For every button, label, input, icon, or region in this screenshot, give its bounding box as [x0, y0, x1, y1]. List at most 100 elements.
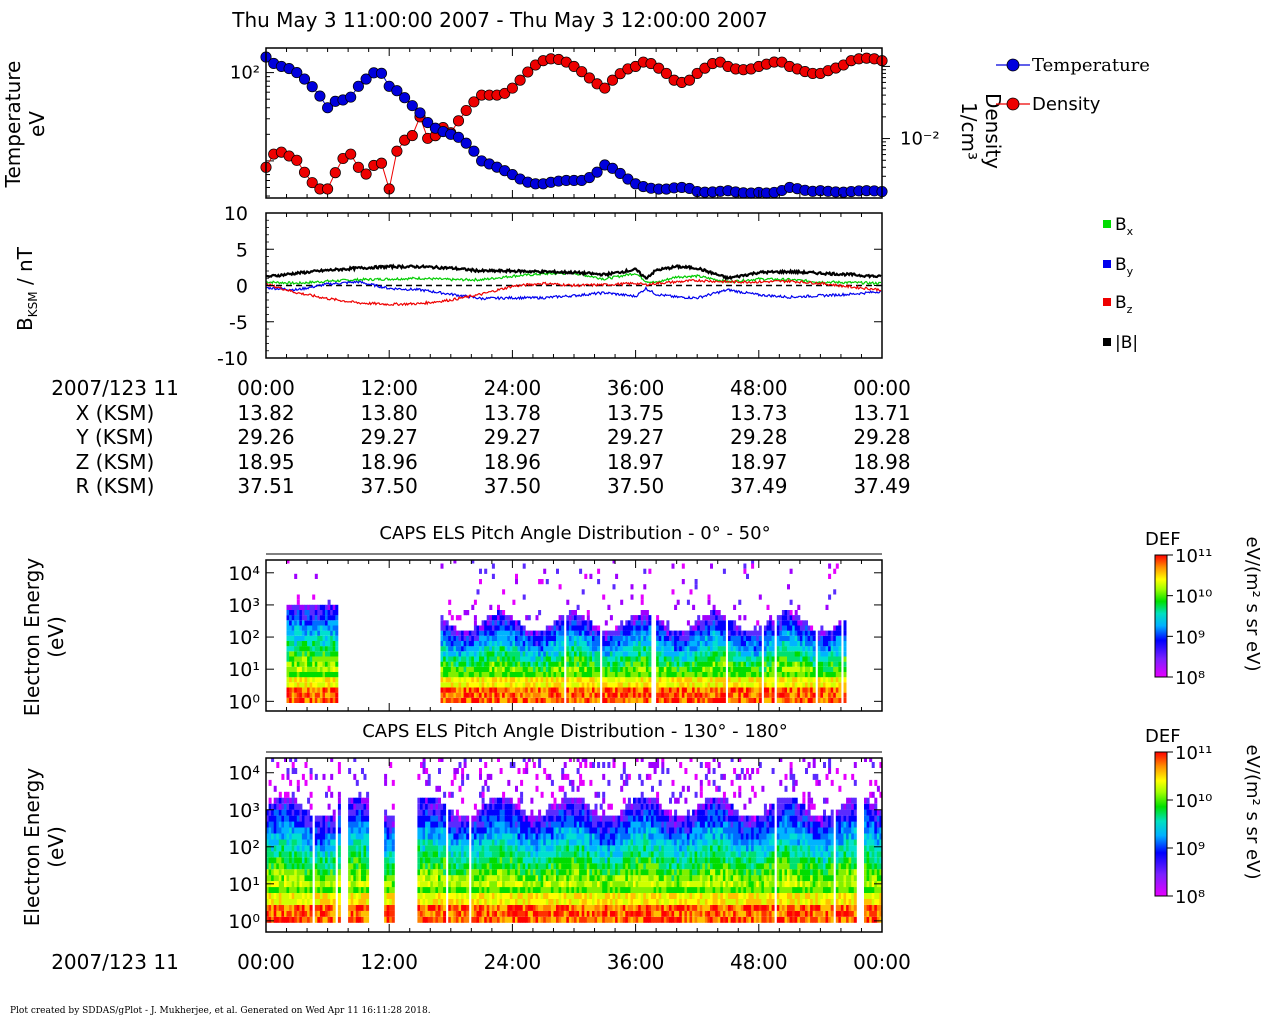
spectrogram-cell	[520, 666, 524, 672]
spectrogram-cell	[617, 646, 621, 652]
spectrogram-cell	[830, 641, 834, 647]
spectrogram-cell	[479, 904, 482, 911]
spectrogram-cell	[838, 641, 842, 647]
spectrogram-cell	[787, 697, 790, 703]
spectrogram-cell	[520, 646, 524, 652]
spectrogram-cell	[502, 875, 506, 882]
spectrogram-cell	[558, 641, 562, 647]
spectrogram-cell	[666, 635, 670, 641]
spectrogram-cell	[530, 672, 534, 678]
spectrogram-cell	[538, 646, 542, 652]
spectrogram-cell	[645, 656, 649, 662]
spectrogram-cell	[463, 875, 467, 882]
spectrogram-cell	[484, 630, 488, 636]
spectrogram-cell	[527, 630, 531, 636]
spectrogram-cell	[301, 815, 305, 822]
density-point	[683, 74, 696, 86]
spectrogram-cell	[728, 692, 731, 698]
spectrogram-cell	[317, 881, 321, 888]
spectrogram-cell	[432, 815, 436, 822]
spectrogram-cell	[286, 803, 290, 810]
spectrogram-cell	[838, 620, 842, 626]
spectrogram-cell	[289, 851, 293, 858]
spectrogram-cell	[535, 692, 539, 698]
spectrogram-cell	[304, 625, 308, 631]
spectrogram-cell	[476, 677, 480, 683]
spectrogram-cell	[499, 916, 503, 923]
spectrogram-cell	[509, 682, 513, 688]
spectrogram-cell	[440, 910, 444, 917]
spectrogram-cell	[807, 646, 811, 652]
spectrogram-cell	[463, 687, 467, 693]
spectrogram-cell	[704, 641, 708, 647]
spectrogram-cell	[276, 904, 280, 911]
spectrogram-cell	[471, 666, 475, 672]
spectrogram-cell	[327, 875, 331, 882]
spectrogram-cell	[296, 692, 300, 698]
spectrogram-cell	[435, 887, 439, 893]
spectrogram-cell	[515, 803, 518, 810]
spectrogram-cell	[535, 666, 539, 672]
spectrogram-cell	[689, 646, 693, 652]
spectrogram-cell	[440, 682, 444, 688]
spectrogram-cell	[574, 687, 577, 693]
spectrogram-cell	[835, 697, 839, 703]
spectrogram-cell	[679, 682, 683, 688]
spectrogram-cell	[710, 635, 713, 641]
spectrogram-cell	[735, 666, 739, 672]
spectrogram-cell	[810, 625, 814, 631]
spectrogram-cell	[296, 875, 300, 882]
spectrogram-cell	[309, 869, 313, 876]
spectrogram-cell	[461, 773, 465, 780]
spectrogram-cell	[332, 875, 336, 882]
spectrogram-cell	[268, 809, 272, 816]
spectrogram-cell	[386, 893, 390, 899]
spectrogram-cell	[468, 635, 472, 641]
spectrogram-cell	[286, 672, 290, 678]
spectrogram-cell	[522, 661, 526, 667]
spectrogram-cell	[617, 651, 621, 657]
spectrogram-cell	[481, 904, 485, 911]
spectrogram-cell	[289, 821, 293, 828]
spectrogram-cell	[504, 910, 508, 917]
spectrogram-cell	[273, 887, 277, 893]
spectrogram-cell	[353, 887, 357, 893]
spectrogram-cell	[787, 630, 790, 636]
spectrogram-cell	[458, 692, 462, 698]
spectrogram-cell	[266, 839, 269, 846]
spectrogram-cell	[674, 692, 678, 698]
spectrogram-cell	[430, 887, 434, 893]
spectrogram-cell	[353, 845, 357, 852]
spectrogram-cell	[763, 625, 767, 631]
spectrogram-cell	[309, 666, 313, 672]
spectrogram-cell	[463, 845, 467, 852]
spectrogram-cell	[294, 682, 298, 688]
spectrogram-cell	[291, 815, 295, 822]
density-point	[345, 148, 357, 160]
legend-bx: Bx	[1103, 215, 1134, 238]
spectrogram-cell	[550, 656, 554, 662]
spectrogram-cell	[299, 827, 303, 834]
spectrogram-cell	[443, 630, 447, 636]
spectrogram-cell	[327, 697, 331, 703]
spectrogram-cell	[281, 845, 285, 852]
spectrogram-cell	[766, 604, 770, 610]
spectrogram-cell	[779, 677, 783, 683]
spectrogram-cell	[807, 672, 811, 678]
spectrogram-cell	[386, 910, 390, 917]
spectrogram-cell	[484, 898, 488, 905]
spectrogram-cell	[484, 568, 488, 574]
spectrogram-cell	[386, 833, 390, 840]
spectrogram-cell	[568, 646, 572, 652]
spectrogram-cell	[479, 851, 482, 858]
spectrogram-cell	[384, 863, 388, 870]
spectrogram-cell	[561, 672, 565, 678]
spectrogram-cell	[515, 851, 518, 858]
spectrogram-cell	[425, 803, 429, 810]
spectrogram-cell	[497, 625, 500, 631]
spectrogram-cell	[579, 651, 583, 657]
spectrogram-cell	[332, 893, 336, 899]
spectrogram-cell	[466, 661, 470, 667]
spectrogram-cell	[322, 620, 326, 626]
spectrogram-cell	[489, 666, 493, 672]
